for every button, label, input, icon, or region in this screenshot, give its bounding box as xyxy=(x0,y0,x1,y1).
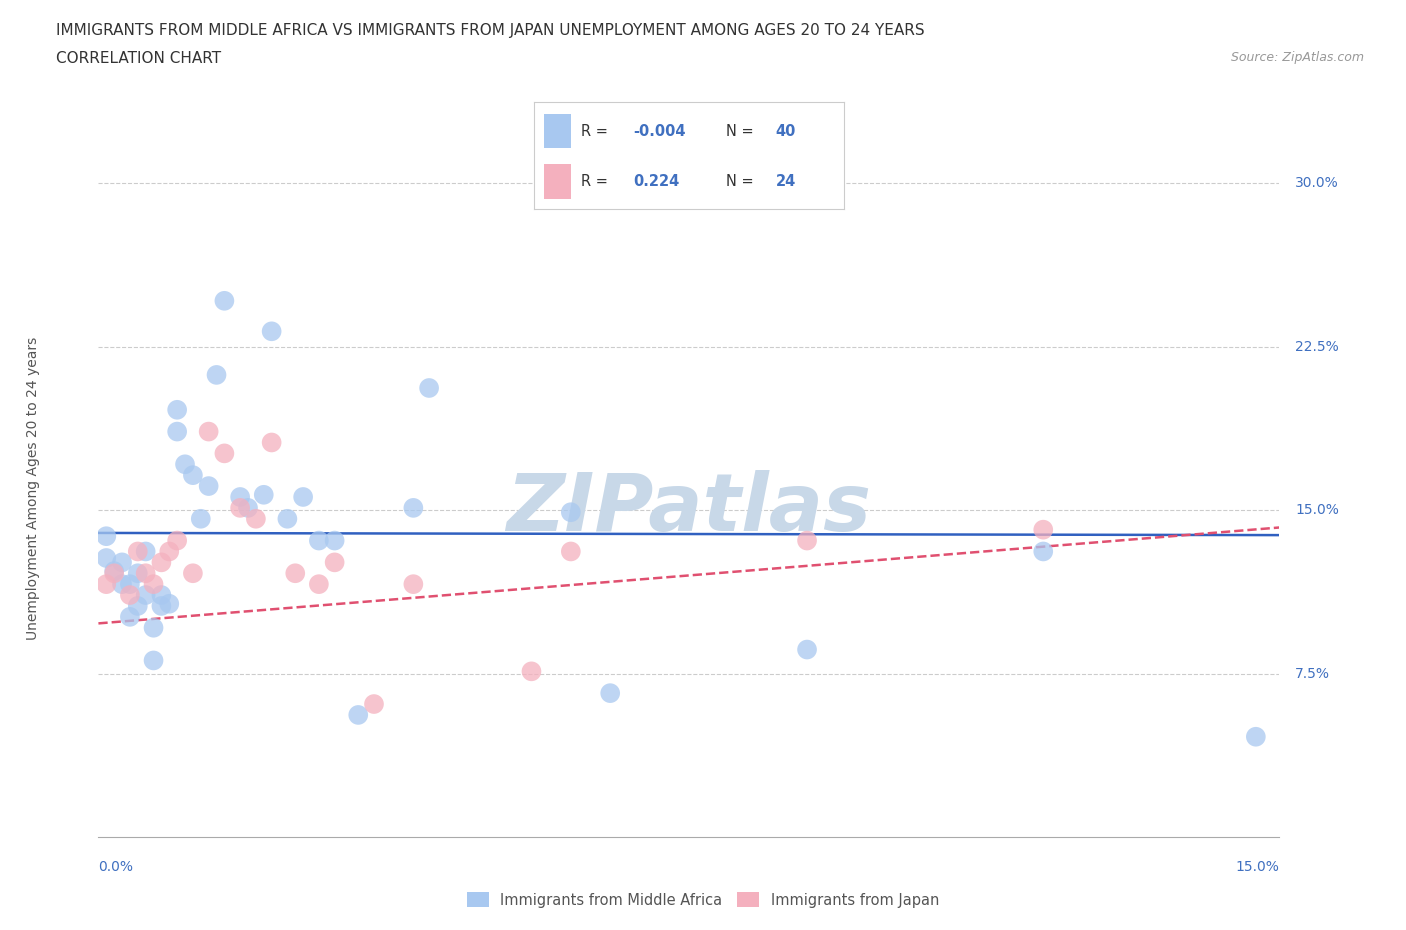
Point xyxy=(245,512,267,526)
Point xyxy=(111,577,134,591)
Point xyxy=(197,479,219,494)
Point xyxy=(142,653,165,668)
Point xyxy=(308,533,330,548)
Point xyxy=(229,489,252,504)
Point xyxy=(135,565,157,580)
Point xyxy=(118,588,141,603)
Point xyxy=(181,468,204,483)
Point xyxy=(284,565,307,580)
Text: 15.0%: 15.0% xyxy=(1236,860,1279,874)
Point xyxy=(181,565,204,580)
Text: ZIPatlas: ZIPatlas xyxy=(506,471,872,548)
Point xyxy=(363,697,385,711)
Point xyxy=(308,577,330,591)
Point xyxy=(150,599,173,614)
Legend: Immigrants from Middle Africa, Immigrants from Japan: Immigrants from Middle Africa, Immigrant… xyxy=(461,886,945,913)
Point xyxy=(96,529,118,544)
Point xyxy=(135,588,157,603)
Point xyxy=(197,424,219,439)
Point xyxy=(103,564,125,578)
Point xyxy=(560,544,582,559)
Text: 7.5%: 7.5% xyxy=(1295,667,1330,681)
FancyBboxPatch shape xyxy=(544,114,571,148)
Point xyxy=(142,620,165,635)
Text: -0.004: -0.004 xyxy=(633,124,686,139)
Point xyxy=(214,446,236,461)
Text: Source: ZipAtlas.com: Source: ZipAtlas.com xyxy=(1230,51,1364,64)
Text: 40: 40 xyxy=(776,124,796,139)
Point xyxy=(1032,544,1054,559)
Text: Unemployment Among Ages 20 to 24 years: Unemployment Among Ages 20 to 24 years xyxy=(27,337,41,640)
Point xyxy=(111,555,134,570)
Point xyxy=(166,533,188,548)
Point xyxy=(103,565,125,580)
Point xyxy=(96,551,118,565)
Text: N =: N = xyxy=(725,124,754,139)
Point xyxy=(418,380,440,395)
Text: 24: 24 xyxy=(776,174,796,189)
Text: N =: N = xyxy=(725,174,754,189)
Text: CORRELATION CHART: CORRELATION CHART xyxy=(56,51,221,66)
Point xyxy=(127,544,149,559)
Text: 0.224: 0.224 xyxy=(633,174,679,189)
Point xyxy=(347,708,370,723)
Text: R =: R = xyxy=(581,124,607,139)
FancyBboxPatch shape xyxy=(544,165,571,199)
Point xyxy=(166,424,188,439)
Point xyxy=(205,367,228,382)
Point xyxy=(402,500,425,515)
Point xyxy=(796,642,818,657)
Point xyxy=(127,565,149,580)
Text: IMMIGRANTS FROM MIDDLE AFRICA VS IMMIGRANTS FROM JAPAN UNEMPLOYMENT AMONG AGES 2: IMMIGRANTS FROM MIDDLE AFRICA VS IMMIGRA… xyxy=(56,23,925,38)
Text: R =: R = xyxy=(581,174,607,189)
Text: 22.5%: 22.5% xyxy=(1295,339,1339,353)
Point xyxy=(599,685,621,700)
Point xyxy=(142,577,165,591)
Text: 30.0%: 30.0% xyxy=(1295,176,1339,190)
Point xyxy=(214,293,236,308)
Point xyxy=(127,599,149,614)
Point xyxy=(402,577,425,591)
Point xyxy=(229,500,252,515)
Point xyxy=(135,544,157,559)
Point xyxy=(560,505,582,520)
Point xyxy=(1244,729,1267,744)
Point xyxy=(260,435,283,450)
Point xyxy=(260,324,283,339)
Text: 15.0%: 15.0% xyxy=(1295,503,1339,517)
Point xyxy=(157,596,180,611)
Point xyxy=(236,500,259,515)
Point xyxy=(276,512,298,526)
Point xyxy=(520,664,543,679)
Point xyxy=(118,609,141,624)
Point xyxy=(150,588,173,603)
Point xyxy=(118,577,141,591)
Point xyxy=(292,489,315,504)
Point xyxy=(150,555,173,570)
Point xyxy=(96,577,118,591)
Point xyxy=(323,533,346,548)
Point xyxy=(174,457,197,472)
Text: 0.0%: 0.0% xyxy=(98,860,134,874)
Point xyxy=(157,544,180,559)
Point xyxy=(323,555,346,570)
Point xyxy=(1032,523,1054,538)
Point xyxy=(253,487,276,502)
Point xyxy=(166,403,188,418)
Point xyxy=(796,533,818,548)
Point xyxy=(190,512,212,526)
